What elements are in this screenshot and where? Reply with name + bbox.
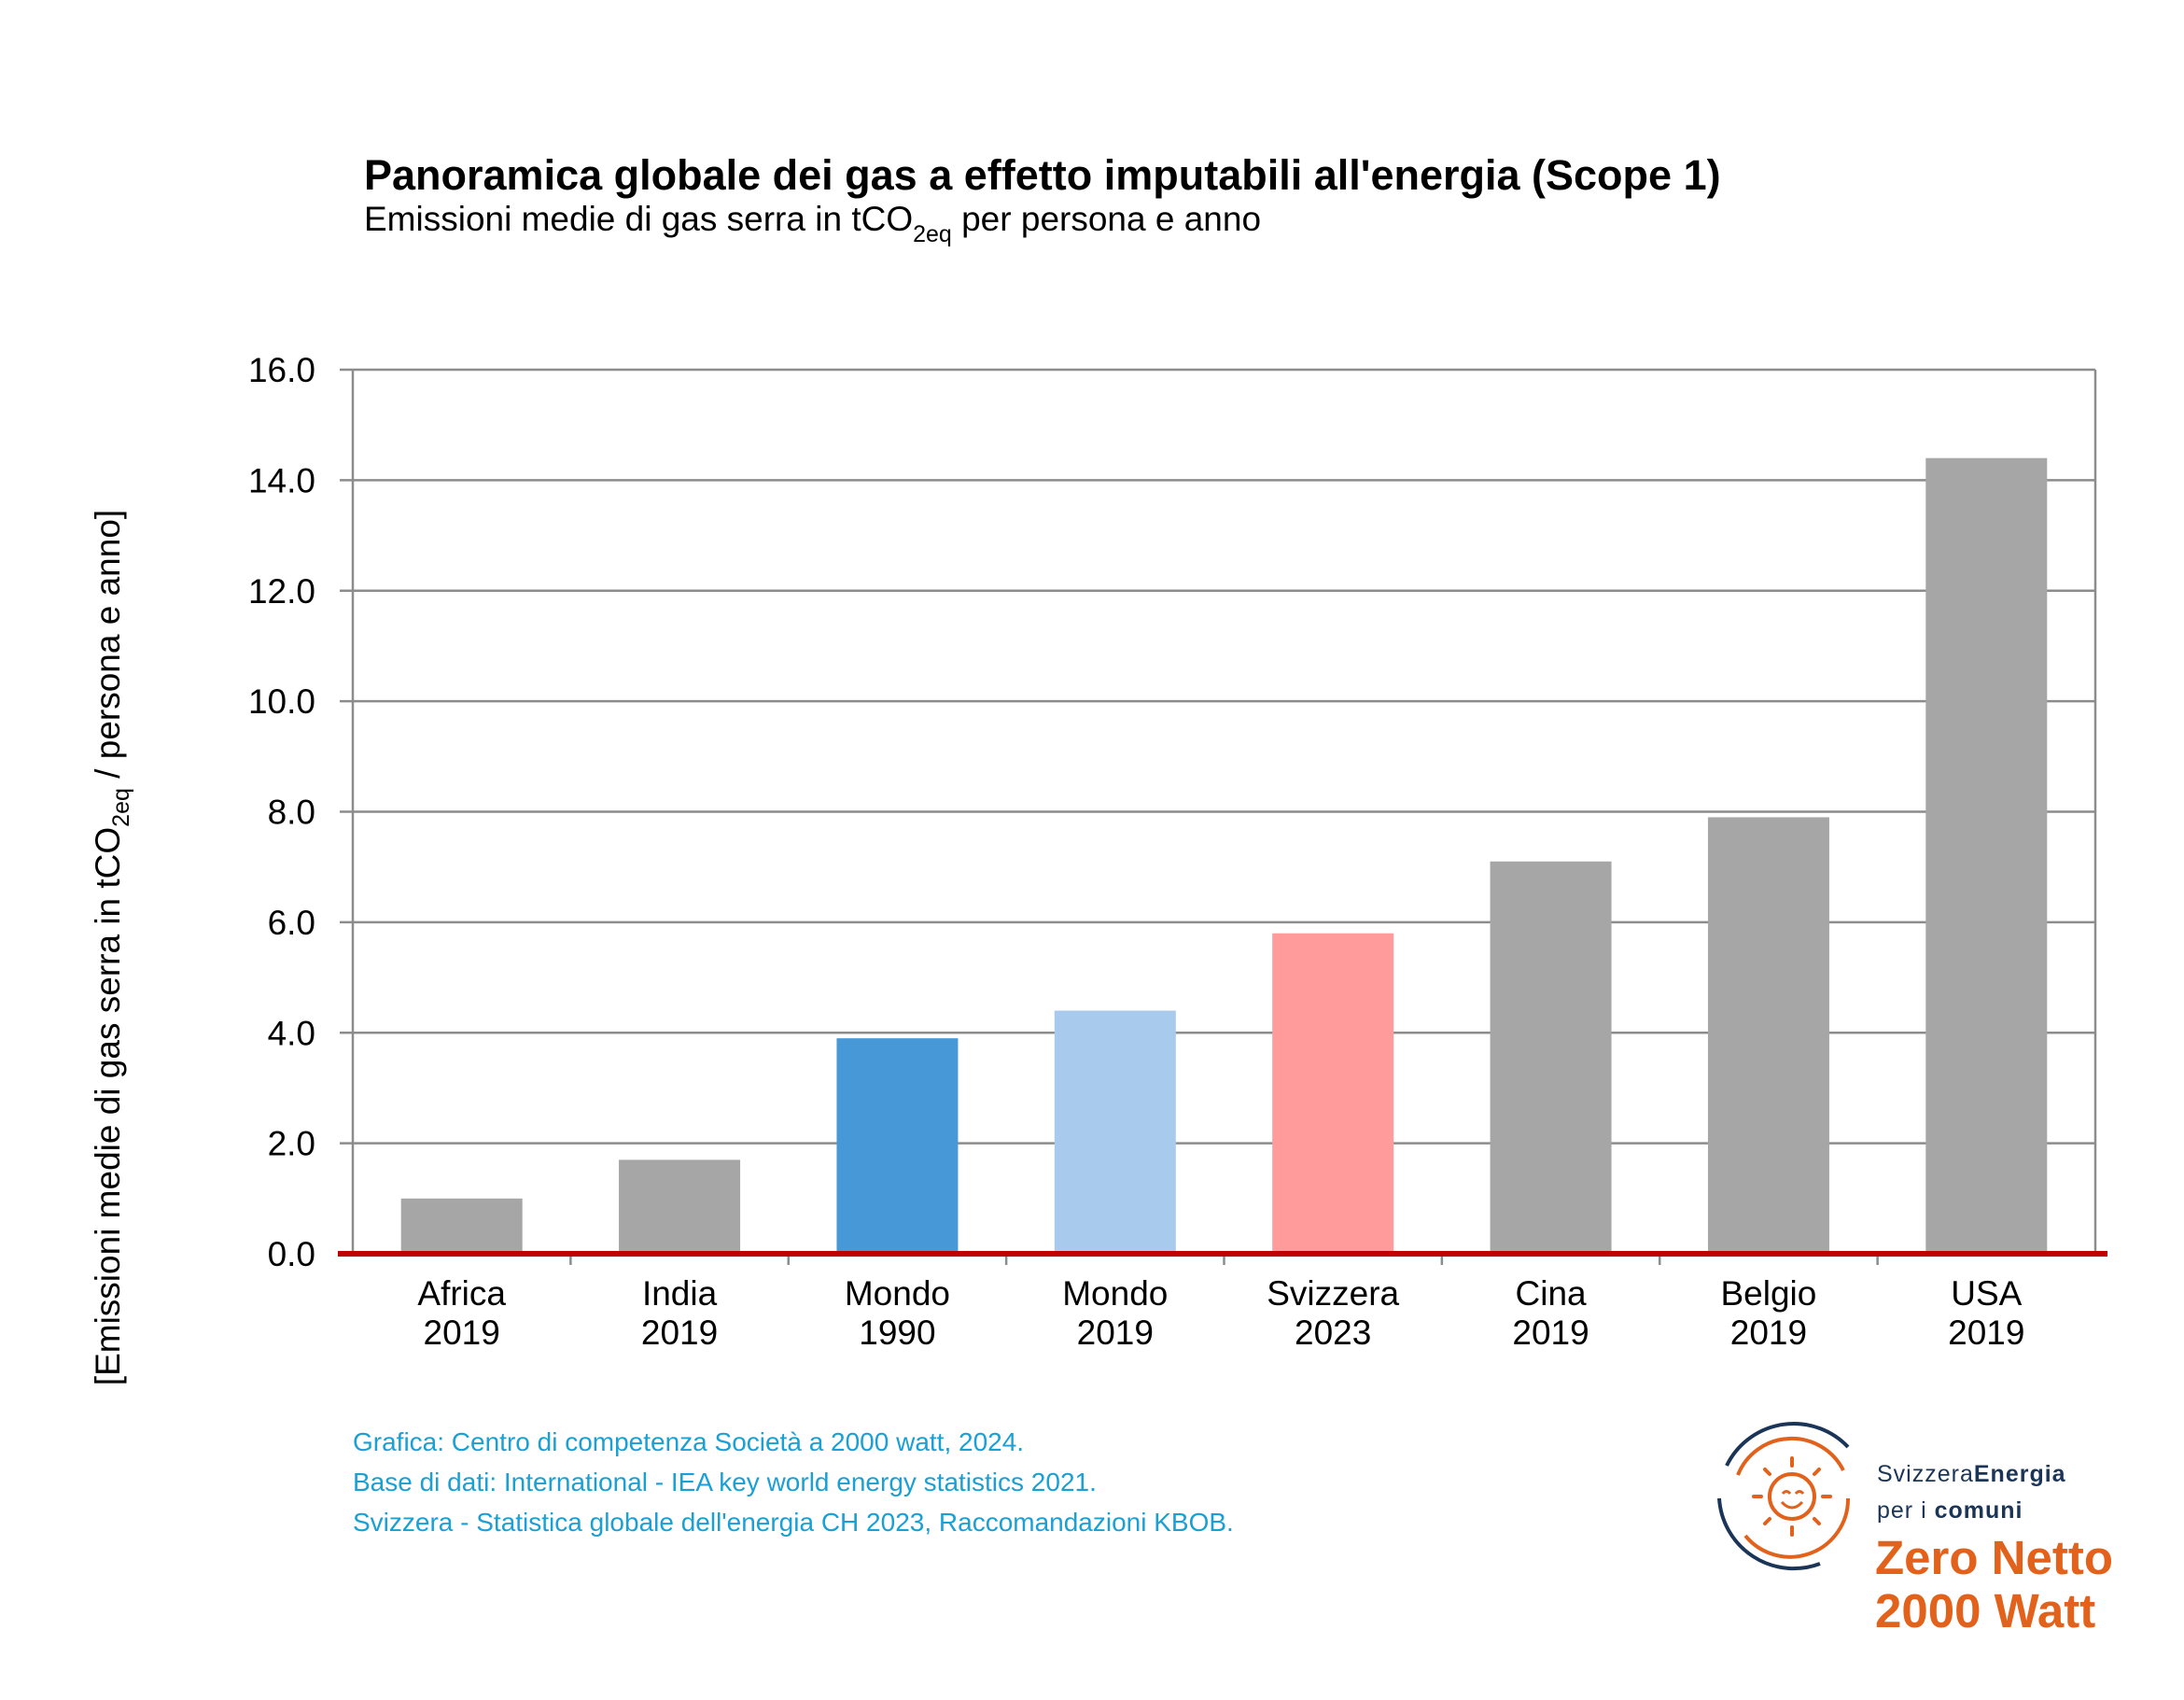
x-tick-label: Africa <box>417 1274 506 1313</box>
x-tick-label: 2019 <box>1730 1314 1807 1352</box>
gridlines <box>353 368 2095 1145</box>
x-tick-label: India <box>642 1274 718 1313</box>
bars <box>400 457 2048 1254</box>
x-tick-label: 2019 <box>1077 1314 1154 1352</box>
bar <box>619 1159 741 1254</box>
bar <box>1707 817 1829 1254</box>
source-line: Base di dati: International - IEA key wo… <box>353 1468 1097 1496</box>
chart-subtitle: Emissioni medie di gas serra in tCO2eq p… <box>364 200 1262 247</box>
brand-name: SvizzeraEnergia per i comuni <box>1877 1461 2066 1524</box>
source-note: Grafica: Centro di competenza Società a … <box>353 1422 1234 1542</box>
bar <box>1272 933 1394 1254</box>
y-tick-label: 2.0 <box>268 1125 315 1163</box>
y-tick-label: 8.0 <box>268 794 315 832</box>
axes <box>338 368 2107 1265</box>
chart-title: Panoramica globale dei gas a effetto imp… <box>364 151 1721 199</box>
source-line: Grafica: Centro di competenza Società a … <box>353 1427 1025 1456</box>
x-tick-label: Mondo <box>1062 1274 1168 1313</box>
smiling-sun-icon <box>1717 1422 1851 1571</box>
bar <box>1490 861 1612 1254</box>
x-tick-label: Cina <box>1516 1274 1588 1313</box>
bar <box>1054 1010 1176 1254</box>
y-tick-label: 4.0 <box>268 1014 315 1052</box>
source-line: Svizzera - Statistica globale dell'energ… <box>353 1508 1234 1537</box>
x-tick-label: 2023 <box>1295 1314 1371 1352</box>
x-tick-label: 2019 <box>1948 1314 2024 1352</box>
x-tick-label: 2019 <box>641 1314 718 1352</box>
x-tick-label: 1990 <box>859 1314 935 1352</box>
tick-labels: 0.02.04.06.08.010.012.014.016.0Africa201… <box>248 351 2024 1352</box>
y-tick-label: 14.0 <box>248 461 315 499</box>
x-tick-label: 2019 <box>424 1314 500 1352</box>
y-tick-label: 16.0 <box>248 351 315 389</box>
x-tick-label: USA <box>1951 1274 2022 1313</box>
x-tick-label: Svizzera <box>1267 1274 1399 1313</box>
bar <box>400 1198 523 1254</box>
y-tick-label: 12.0 <box>248 572 315 611</box>
x-tick-label: 2019 <box>1512 1314 1589 1352</box>
bar <box>836 1038 959 1254</box>
bar-chart: 0.02.04.06.08.010.012.014.016.0Africa201… <box>248 351 2107 1352</box>
y-tick-label: 10.0 <box>248 682 315 721</box>
y-tick-label: 0.0 <box>268 1235 315 1273</box>
brand-slogan: Zero Netto 2000 Watt <box>1875 1531 2113 1637</box>
bar <box>1925 457 2048 1254</box>
x-tick-label: Mondo <box>845 1274 950 1313</box>
y-tick-label: 6.0 <box>268 904 315 942</box>
x-tick-label: Belgio <box>1721 1274 1817 1313</box>
